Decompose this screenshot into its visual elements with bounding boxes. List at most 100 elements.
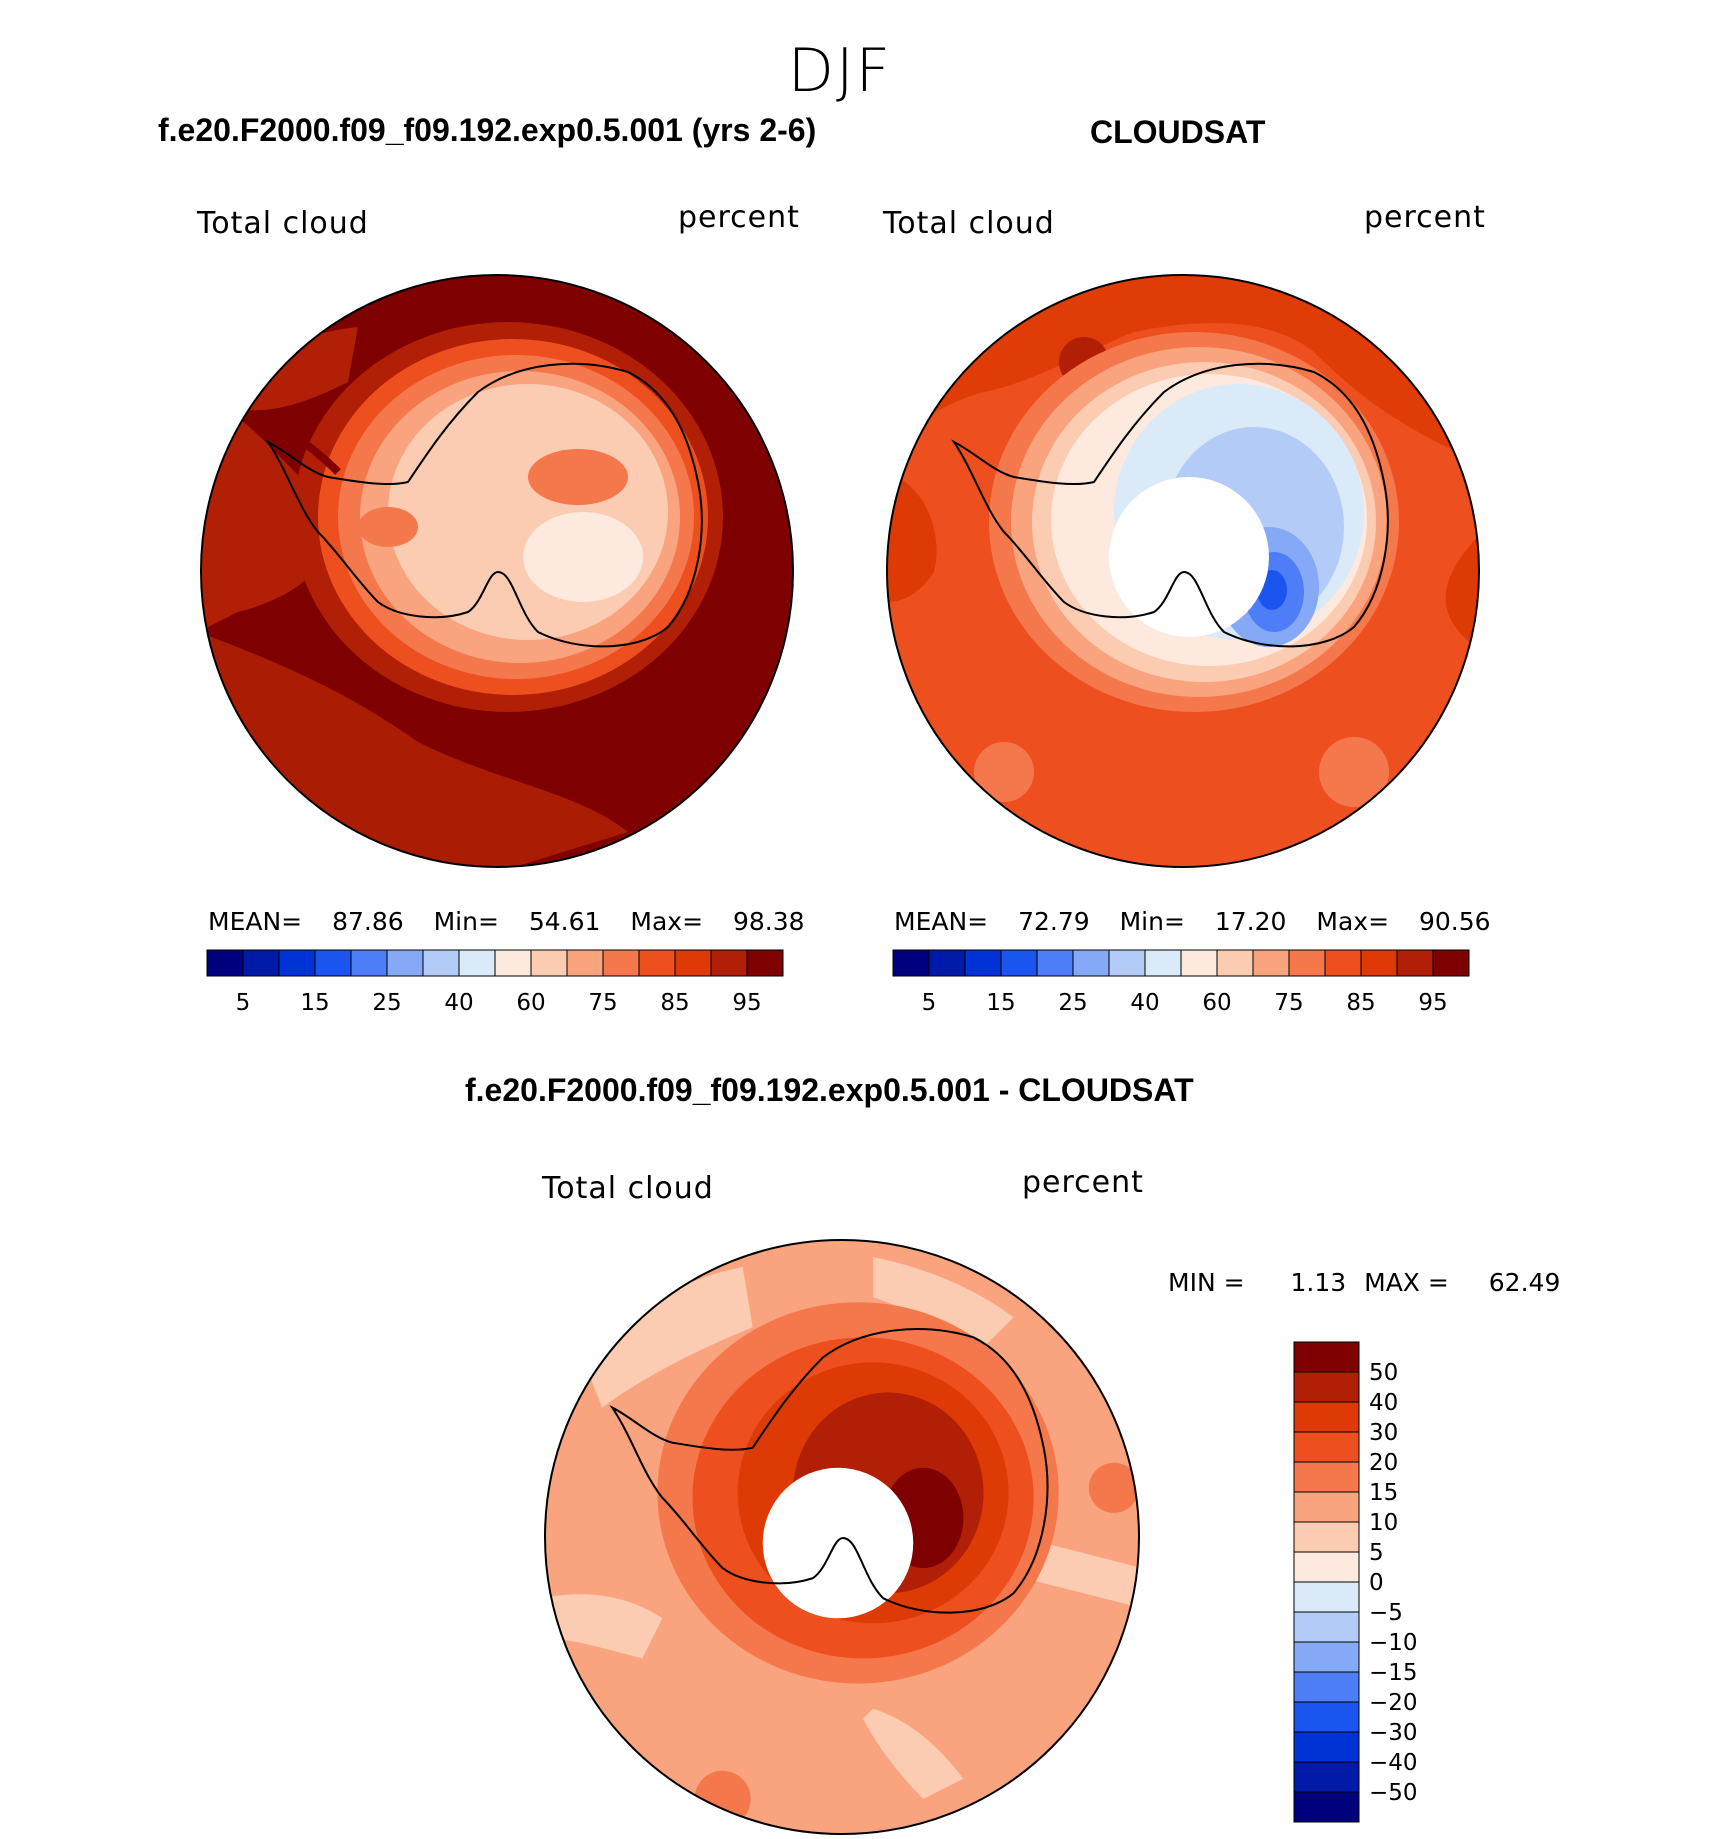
panel-1-colorbar-label: 5	[236, 990, 251, 1016]
difference-title: f.e20.F2000.f09_f09.192.exp0.5.001 - CLO…	[465, 1072, 1194, 1108]
panel-1-map-border	[200, 274, 794, 868]
difference-colorbar-box	[1293, 1611, 1360, 1643]
difference-colorbar-label: −40	[1369, 1750, 1418, 1776]
difference-colorbar-box	[1293, 1671, 1360, 1703]
panel-2-title: CLOUDSAT	[1090, 114, 1266, 150]
panel-1-colorbar-box	[566, 949, 604, 977]
panel-1-map	[200, 274, 794, 868]
difference-colorbar-label: −15	[1369, 1660, 1418, 1686]
panel-1-stats: MEAN= 87.86 Min= 54.61 Max= 98.38	[208, 907, 805, 936]
difference-units: percent	[1022, 1165, 1144, 1200]
panel-1-colorbar-label: 60	[516, 990, 545, 1016]
panel-1-coastline	[265, 362, 703, 648]
panel-1-colorbar-box	[674, 949, 712, 977]
panel-1-colorbar-box	[350, 949, 388, 977]
difference-colorbar-box	[1293, 1431, 1360, 1463]
panel-1-interior-min	[523, 512, 643, 602]
difference-patch-1	[582, 1267, 753, 1408]
difference-colorbar-label: 10	[1369, 1510, 1398, 1536]
difference-colorbar-box	[1293, 1371, 1360, 1403]
panel-2-max-label: Max=	[1316, 907, 1390, 936]
panel-1-colorbar-box	[242, 949, 280, 977]
panel-1-colorbar-box	[422, 949, 460, 977]
difference-colorbar-box	[1293, 1521, 1360, 1553]
panel-2-mean-label: MEAN=	[894, 907, 989, 936]
panel-1-title: f.e20.F2000.f09_f09.192.exp0.5.001 (yrs …	[158, 112, 817, 148]
panel-2-colorbar-box	[1252, 949, 1290, 977]
difference-colorbar-label: 30	[1369, 1420, 1398, 1446]
difference-variable: Total cloud	[542, 1171, 714, 1206]
panel-2-colorbar-box	[1144, 949, 1182, 977]
panel-1-colorbar-box	[602, 949, 640, 977]
difference-colorbar-label: 5	[1369, 1540, 1384, 1566]
difference-colorbar-label: 50	[1369, 1360, 1398, 1386]
panel-2-colorbar-box	[1360, 949, 1398, 977]
difference-colorbar-label: 20	[1369, 1450, 1398, 1476]
panel-2-max-value: 90.56	[1419, 907, 1491, 936]
panel-2-colorbar-box	[928, 949, 966, 977]
difference-colorbar-label: −5	[1369, 1600, 1403, 1626]
panel-1-peninsula-patch	[358, 507, 418, 547]
panel-1-colorbar-box	[746, 949, 784, 977]
panel-2-patch-2	[1319, 737, 1389, 807]
difference-colorbar-box	[1293, 1461, 1360, 1493]
panel-2-colorbar-label: 15	[986, 990, 1015, 1016]
panel-2-coastline	[951, 362, 1389, 648]
panel-2-variable: Total cloud	[883, 206, 1055, 241]
difference-map-border	[544, 1239, 1140, 1835]
difference-stats: MIN = 1.13 MAX = 62.49	[1168, 1268, 1560, 1297]
panel-1-min-label: Min=	[433, 907, 499, 936]
panel-2-colorbar-label: 5	[922, 990, 937, 1016]
panel-1-variable: Total cloud	[197, 206, 369, 241]
difference-colorbar-box	[1293, 1551, 1360, 1583]
panel-1-colorbar-label: 95	[732, 990, 761, 1016]
panel-1-mean-value: 87.86	[332, 907, 404, 936]
difference-patch-3	[545, 1594, 663, 1659]
panel-1-colorbar-box	[494, 949, 532, 977]
difference-colorbar-box	[1293, 1731, 1360, 1763]
panel-1-interior-max	[528, 449, 628, 505]
difference-patch-5	[1023, 1538, 1139, 1609]
panel-2-colorbar: 5 15 25 40 60 75 85 95	[892, 949, 1470, 1016]
difference-min-value: 1.13	[1290, 1268, 1347, 1297]
panel-1-contour	[237, 408, 341, 475]
panel-2-colorbar-box	[1000, 949, 1038, 977]
panel-1-colorbar-label: 75	[588, 990, 617, 1016]
panel-2-colorbar-label: 60	[1202, 990, 1231, 1016]
panel-2-colorbar-box	[1180, 949, 1218, 977]
panel-2-colorbar-label: 75	[1274, 990, 1303, 1016]
panel-2-west-band	[887, 472, 937, 602]
panel-2-units: percent	[1364, 200, 1486, 235]
panel-1-interior	[388, 384, 668, 640]
panel-1-max-label: Max=	[630, 907, 704, 936]
panel-2-colorbar-box	[1216, 949, 1254, 977]
difference-patch-2	[873, 1257, 1014, 1348]
difference-colorbar-box	[1293, 1341, 1360, 1373]
difference-colorbar-label: −30	[1369, 1720, 1418, 1746]
panel-1-colorbar-box	[710, 949, 748, 977]
difference-colorbar-box	[1293, 1761, 1360, 1793]
difference-colorbar-box	[1293, 1581, 1360, 1613]
panel-2-colorbar-box	[1108, 949, 1146, 977]
difference-colorbar-label: −50	[1369, 1780, 1418, 1806]
season-title: DJF	[787, 36, 893, 106]
panel-2-colorbar-label: 95	[1418, 990, 1447, 1016]
difference-colorbar-box	[1293, 1641, 1360, 1673]
panel-2-colorbar-box	[892, 949, 930, 977]
panel-2-colorbar-box	[1396, 949, 1434, 977]
panel-2-colorbar-label: 85	[1346, 990, 1375, 1016]
panel-2-mean-value: 72.79	[1018, 907, 1090, 936]
panel-2-stats: MEAN= 72.79 Min= 17.20 Max= 90.56	[894, 907, 1491, 936]
panel-2-colorbar-label: 25	[1058, 990, 1087, 1016]
panel-1-min-value: 54.61	[528, 907, 601, 936]
difference-min-label: MIN =	[1168, 1268, 1245, 1297]
panel-1-colorbar: 5 15 25 40 60 75 85 95	[206, 949, 784, 1016]
difference-colorbar-box	[1293, 1491, 1360, 1523]
panel-2-map-border	[886, 274, 1480, 868]
panel-1-colorbar-box	[638, 949, 676, 977]
panel-2-colorbar-box	[1288, 949, 1326, 977]
difference-colorbar-label: 0	[1369, 1570, 1384, 1596]
panel-1-west-band	[201, 392, 334, 632]
panel-2-colorbar-box	[964, 949, 1002, 977]
difference-coastline	[609, 1328, 1049, 1614]
